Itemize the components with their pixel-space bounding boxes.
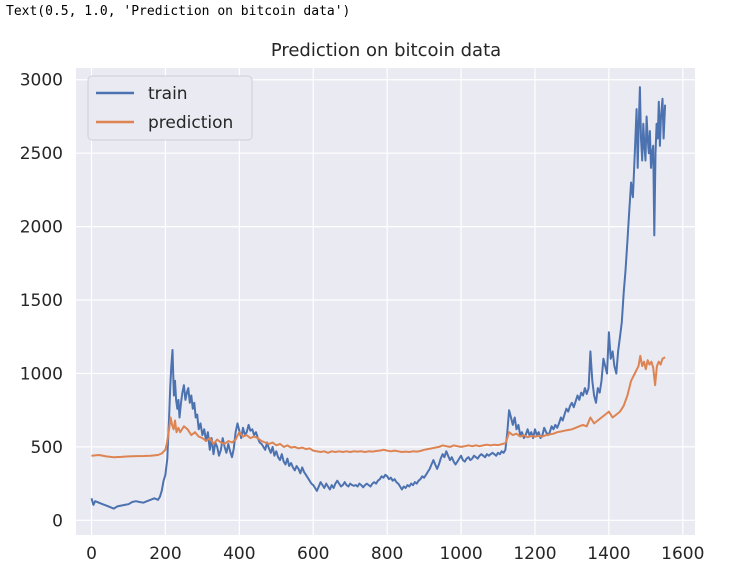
x-tick-label: 1200 <box>513 544 556 564</box>
grid-lines <box>76 68 695 535</box>
x-tick-label: 1000 <box>439 544 482 564</box>
legend: train prediction <box>87 75 253 141</box>
y-tick-label: 1500 <box>20 291 63 311</box>
x-tick-label: 1400 <box>587 544 630 564</box>
tick-labels: 0 200 400 600 800 1000 1200 1400 1600 0 500 1000 150… <box>20 71 705 564</box>
legend-label-prediction: prediction <box>148 113 233 133</box>
series-line-train <box>90 86 667 510</box>
x-tick-label: 200 <box>149 544 181 564</box>
y-tick-label: 0 <box>52 511 63 531</box>
y-tick-label: 2000 <box>20 218 63 238</box>
cell-output-text: Text(0.5, 1.0, 'Prediction on bitcoin da… <box>6 4 351 19</box>
data-series <box>90 86 667 510</box>
y-tick-label: 500 <box>31 438 63 458</box>
x-tick-label: 800 <box>371 544 403 564</box>
chart-title: Prediction on bitcoin data <box>271 40 501 61</box>
plot-area-background <box>76 68 695 535</box>
y-tick-label: 2500 <box>20 144 63 164</box>
series-line-prediction <box>91 354 666 459</box>
y-tick-label: 1000 <box>20 364 63 384</box>
x-tick-label: 600 <box>297 544 329 564</box>
x-tick-label: 0 <box>86 544 97 564</box>
legend-label-train: train <box>148 84 188 104</box>
x-tick-label: 1600 <box>661 544 704 564</box>
y-tick-label: 3000 <box>20 71 63 91</box>
x-tick-label: 400 <box>223 544 255 564</box>
